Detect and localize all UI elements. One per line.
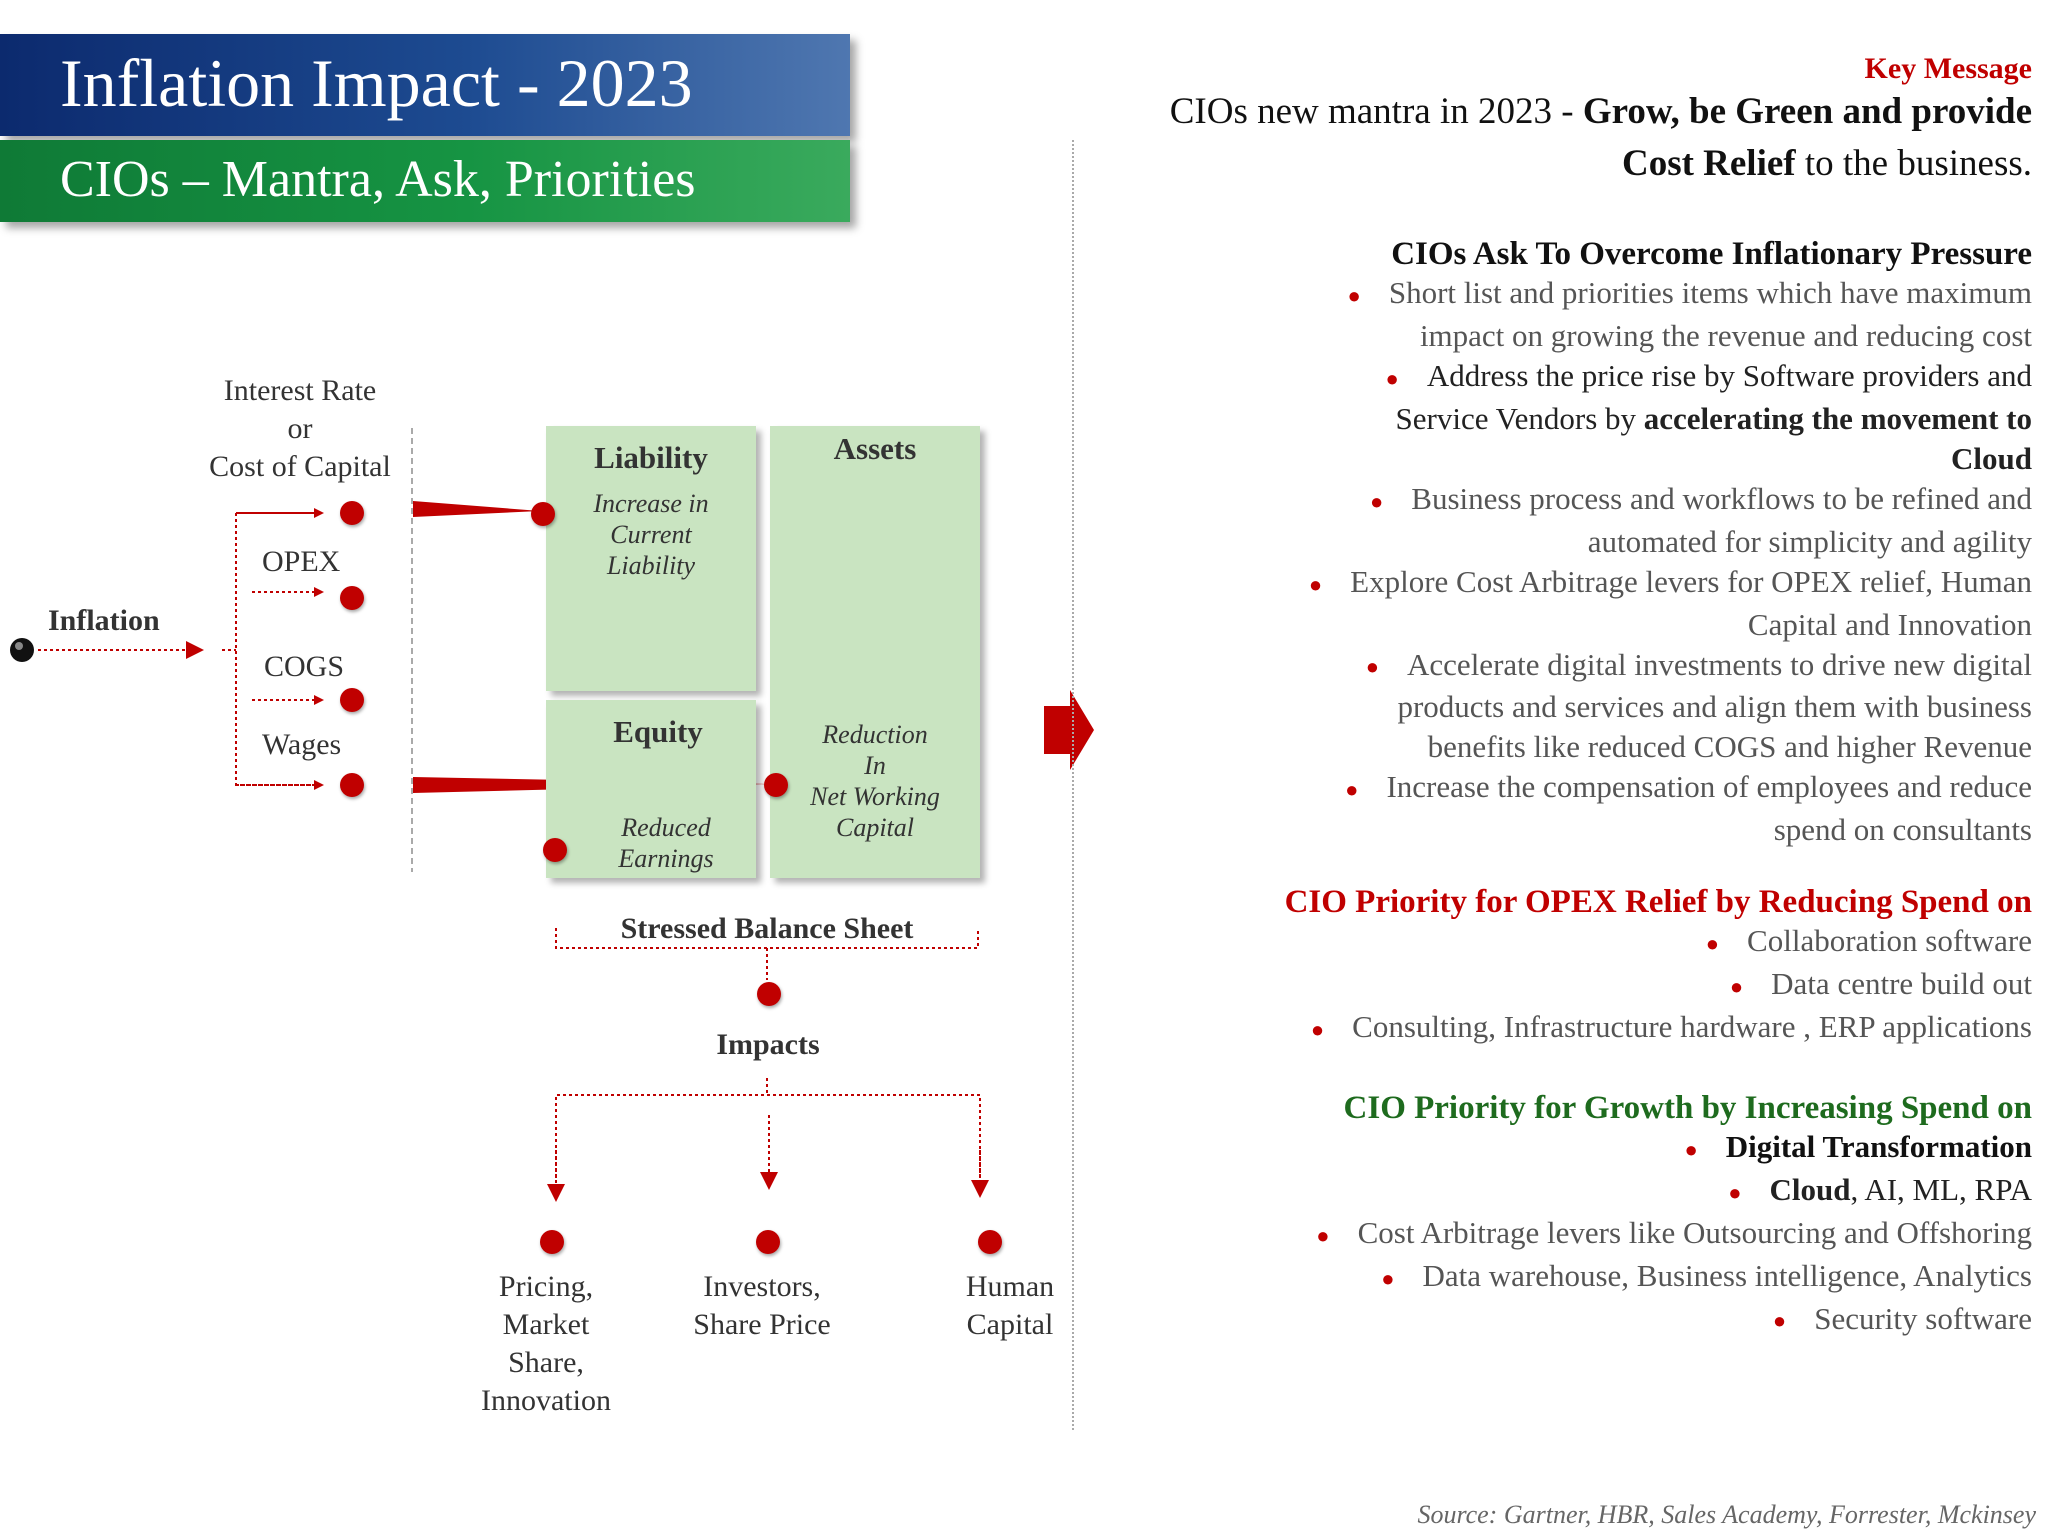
list-item: ● Increase the compensation of employees …: [1345, 769, 2032, 848]
balance-sheet-dot: [757, 982, 781, 1006]
growth-section: CIO Priority for Growth by Increasing Sp…: [1090, 1090, 2032, 1341]
inflation-label: Inflation: [48, 604, 160, 637]
assets-box: Assets Reduction In Net Working Capital: [770, 426, 980, 878]
list-item: ● Accelerate digital investments to drive…: [1365, 646, 2032, 765]
list-item: ● Business process and workflows to be re…: [1369, 480, 2032, 559]
pricing-dot: [540, 1230, 564, 1254]
list-item: ● Cloud, AI, ML, RPA: [1728, 1171, 2032, 1207]
opex-label: OPEX: [262, 545, 341, 578]
outcome-investors: Investors, Share Price: [693, 1270, 831, 1341]
liability-box: Liability Increase in Current Liability: [546, 426, 756, 691]
liability-text: Increase in Current Liability: [593, 489, 709, 580]
equity-box: Equity Reduced Earnings: [546, 700, 756, 878]
equity-dot: [543, 838, 567, 862]
cogs-dot: [340, 688, 364, 712]
interest-rate-label: Interest Rate or Cost of Capital: [209, 374, 391, 483]
list-item: ● Collaboration software: [1705, 923, 2032, 958]
opex-section: CIO Priority for OPEX Relief by Reducing…: [1090, 884, 2032, 1050]
mantra-text: CIOs new mantra in 2023 - Grow, be Green…: [1169, 91, 2032, 184]
list-item: ● Consulting, Infrastructure hardware , E…: [1310, 1008, 2032, 1044]
assets-title: Assets: [833, 431, 917, 466]
list-item: ● Digital Transformation: [1684, 1129, 2032, 1164]
big-right-arrow: [1044, 690, 1094, 770]
title-banner: Inflation Impact - 2023: [0, 34, 850, 136]
wages-dot: [340, 773, 364, 797]
interest-to-liability-connector: [413, 501, 540, 517]
panel-divider: [1072, 140, 1074, 1430]
liability-title: Liability: [594, 440, 708, 475]
key-message-label: Key Message: [1864, 52, 2032, 85]
opex-dot: [340, 586, 364, 610]
equity-title: Equity: [613, 714, 703, 749]
list-item: ● Security software: [1772, 1300, 2032, 1336]
opex-heading: CIO Priority for OPEX Relief by Reducing…: [1284, 884, 2032, 920]
human-capital-dot: [978, 1230, 1002, 1254]
ask-section: CIOs Ask To Overcome Inflationary Pressu…: [1090, 236, 2032, 850]
list-item: ● Explore Cost Arbitrage levers for OPEX …: [1308, 563, 2032, 642]
key-message-panel: Key Message CIOs new mantra in 2023 - Gr…: [1090, 52, 2032, 190]
diagram-connectors: [10, 428, 1094, 1202]
wages-label: Wages: [262, 728, 342, 761]
subtitle-banner: CIOs – Mantra, Ask, Priorities: [0, 140, 850, 222]
equity-text: Reduced Earnings: [618, 813, 714, 873]
assets-text: Reduction In Net Working Capital: [810, 720, 940, 842]
impacts-label: Impacts: [716, 1028, 820, 1061]
inflation-start-dot: [10, 638, 34, 662]
liability-dot: [531, 502, 555, 526]
impacts-tree: [555, 1094, 981, 1178]
outcome-pricing: Pricing, Market Share, Innovation: [481, 1270, 611, 1417]
page-subtitle: CIOs – Mantra, Ask, Priorities: [60, 151, 696, 208]
ask-heading: CIOs Ask To Overcome Inflationary Pressu…: [1391, 236, 2032, 272]
balance-sheet-label: Stressed Balance Sheet: [620, 912, 914, 945]
investors-dot: [756, 1230, 780, 1254]
list-item: ● Data warehouse, Business intelligence, …: [1381, 1257, 2032, 1293]
interest-dot: [340, 501, 364, 525]
list-item: ● Short list and priorities items which h…: [1347, 275, 2032, 353]
growth-heading: CIO Priority for Growth by Increasing Sp…: [1343, 1090, 2032, 1126]
outcome-human-capital: Human Capital: [965, 1270, 1055, 1341]
source-note: Source: Gartner, HBR, Sales Academy, For…: [1417, 1500, 2036, 1529]
list-item: ● Address the price rise by Software prov…: [1385, 357, 2032, 476]
list-item: ● Cost Arbitrage levers like Outsourcing …: [1316, 1214, 2032, 1250]
cogs-label: COGS: [264, 650, 345, 683]
list-item: ● Data centre build out: [1729, 965, 2032, 1001]
page-title: Inflation Impact - 2023: [60, 45, 693, 121]
assets-dot: [764, 773, 788, 797]
